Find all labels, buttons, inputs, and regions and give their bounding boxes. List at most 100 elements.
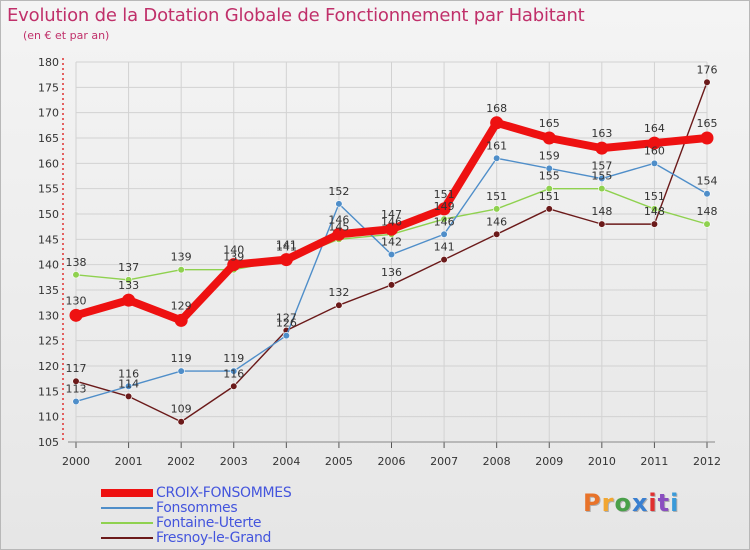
data-label: 151 xyxy=(539,190,560,203)
data-label: 146 xyxy=(486,215,507,228)
data-point xyxy=(595,141,609,155)
data-label: 141 xyxy=(276,239,297,252)
data-point xyxy=(124,392,133,401)
data-label: 113 xyxy=(66,382,87,395)
data-label: 163 xyxy=(591,127,612,140)
data-point xyxy=(493,230,501,238)
data-point xyxy=(650,205,659,213)
data-label: 126 xyxy=(276,317,297,330)
proxiti-logo: Proxiti xyxy=(583,489,679,517)
data-label: 116 xyxy=(223,367,244,380)
data-point xyxy=(598,185,606,193)
y-tick-label: 180 xyxy=(38,56,59,69)
data-label: 141 xyxy=(434,241,455,254)
data-label: 117 xyxy=(66,362,87,375)
y-tick-label: 105 xyxy=(38,436,59,449)
data-point xyxy=(230,382,238,390)
logo-letter: i xyxy=(648,489,658,517)
data-point xyxy=(440,215,448,223)
x-tick-label: 2002 xyxy=(167,455,195,468)
data-label: 119 xyxy=(223,352,244,365)
data-point xyxy=(335,301,343,309)
data-point xyxy=(703,220,711,228)
data-point xyxy=(493,154,501,162)
data-label: 148 xyxy=(697,205,718,218)
data-label: 139 xyxy=(171,251,192,264)
data-point xyxy=(598,174,606,183)
data-point xyxy=(703,78,711,86)
data-point xyxy=(69,308,83,322)
data-label: 149 xyxy=(434,200,455,213)
data-label: 133 xyxy=(118,279,139,292)
data-point xyxy=(177,367,185,375)
data-label: 147 xyxy=(381,208,402,221)
data-point xyxy=(493,205,501,213)
data-point xyxy=(545,164,553,172)
legend-label: CROIX-FONSOMMES xyxy=(156,485,292,501)
legend-swatch xyxy=(101,489,153,497)
y-tick-label: 155 xyxy=(38,183,59,196)
data-point xyxy=(335,200,343,208)
data-point xyxy=(279,253,293,267)
legend-label: Fonsommes xyxy=(156,500,238,516)
y-tick-label: 165 xyxy=(38,132,59,145)
chart-title: Evolution de la Dotation Globale de Fonc… xyxy=(7,5,585,26)
chart-subtitle: (en € et par an) xyxy=(23,29,110,42)
data-point xyxy=(647,136,661,150)
data-label: 146 xyxy=(434,215,455,228)
y-tick-label: 160 xyxy=(38,157,59,170)
data-label: 136 xyxy=(381,266,402,279)
y-tick-label: 150 xyxy=(38,208,59,221)
legend-label: Fontaine-Uterte xyxy=(156,515,262,531)
data-point xyxy=(700,131,714,145)
data-point xyxy=(332,227,346,241)
y-tick-label: 145 xyxy=(38,233,59,246)
legend-swatch xyxy=(101,537,153,539)
data-point xyxy=(385,222,398,236)
data-label: 154 xyxy=(697,175,718,188)
data-label: 157 xyxy=(591,160,612,173)
logo-letter: o xyxy=(614,489,632,517)
legend-swatch xyxy=(101,507,153,509)
logo-letter: t xyxy=(657,489,671,517)
x-tick-label: 2012 xyxy=(693,455,721,468)
data-label: 137 xyxy=(118,261,139,274)
x-tick-label: 2005 xyxy=(325,455,353,468)
data-label: 116 xyxy=(118,367,139,380)
data-point xyxy=(437,202,451,216)
x-tick-label: 2011 xyxy=(640,455,668,468)
data-point xyxy=(72,271,80,279)
data-label: 129 xyxy=(171,299,192,312)
data-point xyxy=(122,293,136,307)
data-label: 165 xyxy=(539,117,560,130)
data-point xyxy=(387,250,396,259)
data-point xyxy=(650,159,659,167)
data-label: 141 xyxy=(276,241,297,254)
x-tick-label: 2003 xyxy=(220,455,248,468)
data-label: 155 xyxy=(591,170,612,183)
data-label: 127 xyxy=(276,312,297,325)
data-label: 146 xyxy=(381,215,402,228)
data-point xyxy=(440,256,448,264)
data-point xyxy=(230,367,238,375)
x-tick-label: 2004 xyxy=(272,455,300,468)
data-label: 161 xyxy=(486,139,507,152)
x-tick-label: 2001 xyxy=(115,455,143,468)
data-label: 164 xyxy=(644,122,665,135)
data-point xyxy=(598,220,606,228)
data-label: 145 xyxy=(328,220,349,233)
data-label: 138 xyxy=(66,256,87,269)
data-point xyxy=(650,220,659,228)
data-point xyxy=(387,281,396,289)
data-label: 146 xyxy=(328,213,349,226)
x-tick-label: 2010 xyxy=(588,455,616,468)
data-label: 140 xyxy=(223,244,244,257)
data-label: 159 xyxy=(539,149,560,162)
y-tick-label: 170 xyxy=(38,107,59,120)
x-tick-label: 2006 xyxy=(378,455,406,468)
data-point xyxy=(490,116,504,130)
data-label: 151 xyxy=(434,188,455,201)
y-tick-label: 130 xyxy=(38,309,59,322)
x-tick-label: 2000 xyxy=(62,455,90,468)
